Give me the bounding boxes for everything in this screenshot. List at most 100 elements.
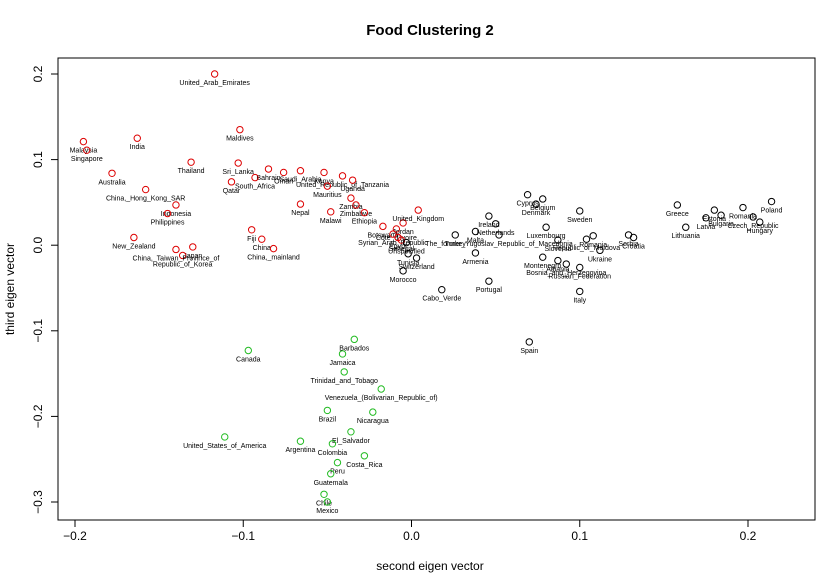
data-point [389, 230, 397, 238]
data-point-label: Peru [330, 469, 345, 476]
data-point-label: China [253, 245, 271, 252]
data-point-label: Egypt [389, 243, 407, 250]
x-axis-label: second eigen vector [376, 559, 483, 573]
x-tick-label: 0.2 [740, 529, 757, 543]
x-tick-label: −0.1 [231, 529, 255, 543]
data-point-label: Estonia [703, 216, 726, 223]
data-point [108, 169, 116, 177]
x-tick-label: −0.2 [63, 529, 87, 543]
data-point-label: Latvia [697, 224, 716, 231]
data-point [187, 158, 195, 166]
x-axis: −0.2 −0.1 0.0 0.1 0.2 [63, 519, 757, 543]
data-point-label: Côte_d'Ivoire [376, 235, 417, 242]
y-tick-label: −0.3 [31, 490, 45, 514]
data-point [236, 125, 244, 134]
data-point [323, 182, 332, 190]
data-point-label: The_former_Yugoslav_Republic_of_Macedoni… [425, 241, 573, 248]
data-point [79, 137, 88, 146]
data-point-label: Australia [98, 179, 125, 186]
data-point-label: Tunisia [397, 260, 419, 267]
data-point-label: Ireland [478, 222, 500, 229]
data-point-label: Mauritius [313, 192, 342, 199]
y-tick-label: −0.1 [31, 319, 45, 343]
data-point [582, 235, 591, 243]
data-point-label: Portugal [476, 287, 503, 294]
data-point [333, 458, 342, 467]
data-point-label: Bulgaria [708, 221, 734, 228]
y-axis: −0.3 −0.2 −0.1 0.0 0.1 0.2 [31, 65, 59, 514]
data-point-label: Botswana [368, 232, 399, 239]
data-point-label: Croatia [622, 243, 645, 250]
data-point [562, 260, 570, 268]
data-point [471, 227, 480, 236]
data-point [369, 408, 377, 416]
data-point [767, 197, 776, 206]
data-point [485, 277, 493, 285]
data-point [172, 201, 180, 209]
data-point [338, 172, 347, 180]
data-point-label: Thailand [178, 168, 205, 175]
data-point-label: Kenya [314, 178, 334, 185]
data-point-label: Trinidad_and_Tobago [310, 378, 378, 385]
plot-frame [57, 57, 816, 521]
data-point [525, 338, 533, 346]
data-point [749, 213, 757, 221]
data-point-label: Fiji [247, 236, 256, 243]
data-point [629, 233, 638, 242]
data-point [360, 208, 369, 217]
data-point [539, 195, 547, 203]
data-point-label: Hungary [747, 228, 774, 235]
data-point [189, 243, 197, 251]
data-point-label: Belgium [530, 205, 555, 212]
data-point-label: Republic_of_Korea [153, 261, 213, 268]
data-point [414, 206, 422, 214]
data-point [710, 206, 719, 214]
data-point-label: Luxembourg [527, 233, 566, 240]
data-point [673, 201, 682, 209]
data-point [756, 218, 764, 226]
data-point [320, 168, 328, 177]
data-point-label: India [130, 144, 145, 151]
data-point [438, 286, 446, 294]
data-point-label: Lithuania [672, 233, 701, 240]
data-point-label: Russian_Federation [548, 273, 611, 280]
data-point-label: Armenia [462, 259, 488, 266]
data-point [596, 246, 604, 255]
data-point-label: New_Zealand [112, 243, 155, 250]
data-point [576, 263, 584, 272]
data-point [264, 165, 273, 173]
data-point [269, 244, 278, 253]
data-point-label: Albania [546, 267, 569, 274]
data-point-label: Sweden [567, 217, 592, 224]
data-point-label: Qatar [223, 188, 241, 195]
data-point-label: Unspecified [388, 249, 425, 256]
data-point [491, 220, 500, 228]
data-point-label: Bahrain [256, 175, 280, 182]
y-tick-label: −0.2 [31, 404, 45, 428]
data-point [141, 185, 150, 194]
data-point-label: Turkey [445, 241, 467, 248]
data-point [347, 428, 355, 436]
data-point-label: Colombia [318, 450, 348, 457]
data-point-label: Morocco [390, 277, 417, 284]
data-point [210, 70, 219, 78]
data-point-label: Maldives [226, 136, 254, 143]
data-point-label: Oman [274, 178, 293, 185]
data-point-label: Guatemala [314, 480, 348, 487]
data-point [172, 245, 180, 254]
data-point-label: Cabo_Verde [422, 296, 461, 303]
data-point-label: Serbia [618, 241, 638, 248]
data-point [471, 249, 480, 257]
data-point-label: Republic_of_Moldova [553, 245, 620, 252]
data-point-label: China,_Hong_Kong_SAR [106, 196, 185, 203]
y-axis-label: third eigen vector [3, 243, 17, 335]
data-point-label: Philippines [151, 220, 185, 227]
data-point [576, 287, 584, 296]
data-point-label: Spain [520, 348, 538, 355]
data-point [296, 200, 305, 208]
data-point [296, 437, 305, 445]
data-point-label: Senegal [389, 246, 415, 253]
data-point [178, 251, 187, 260]
data-point [539, 253, 547, 261]
data-point-label: Ethiopia [352, 219, 377, 226]
